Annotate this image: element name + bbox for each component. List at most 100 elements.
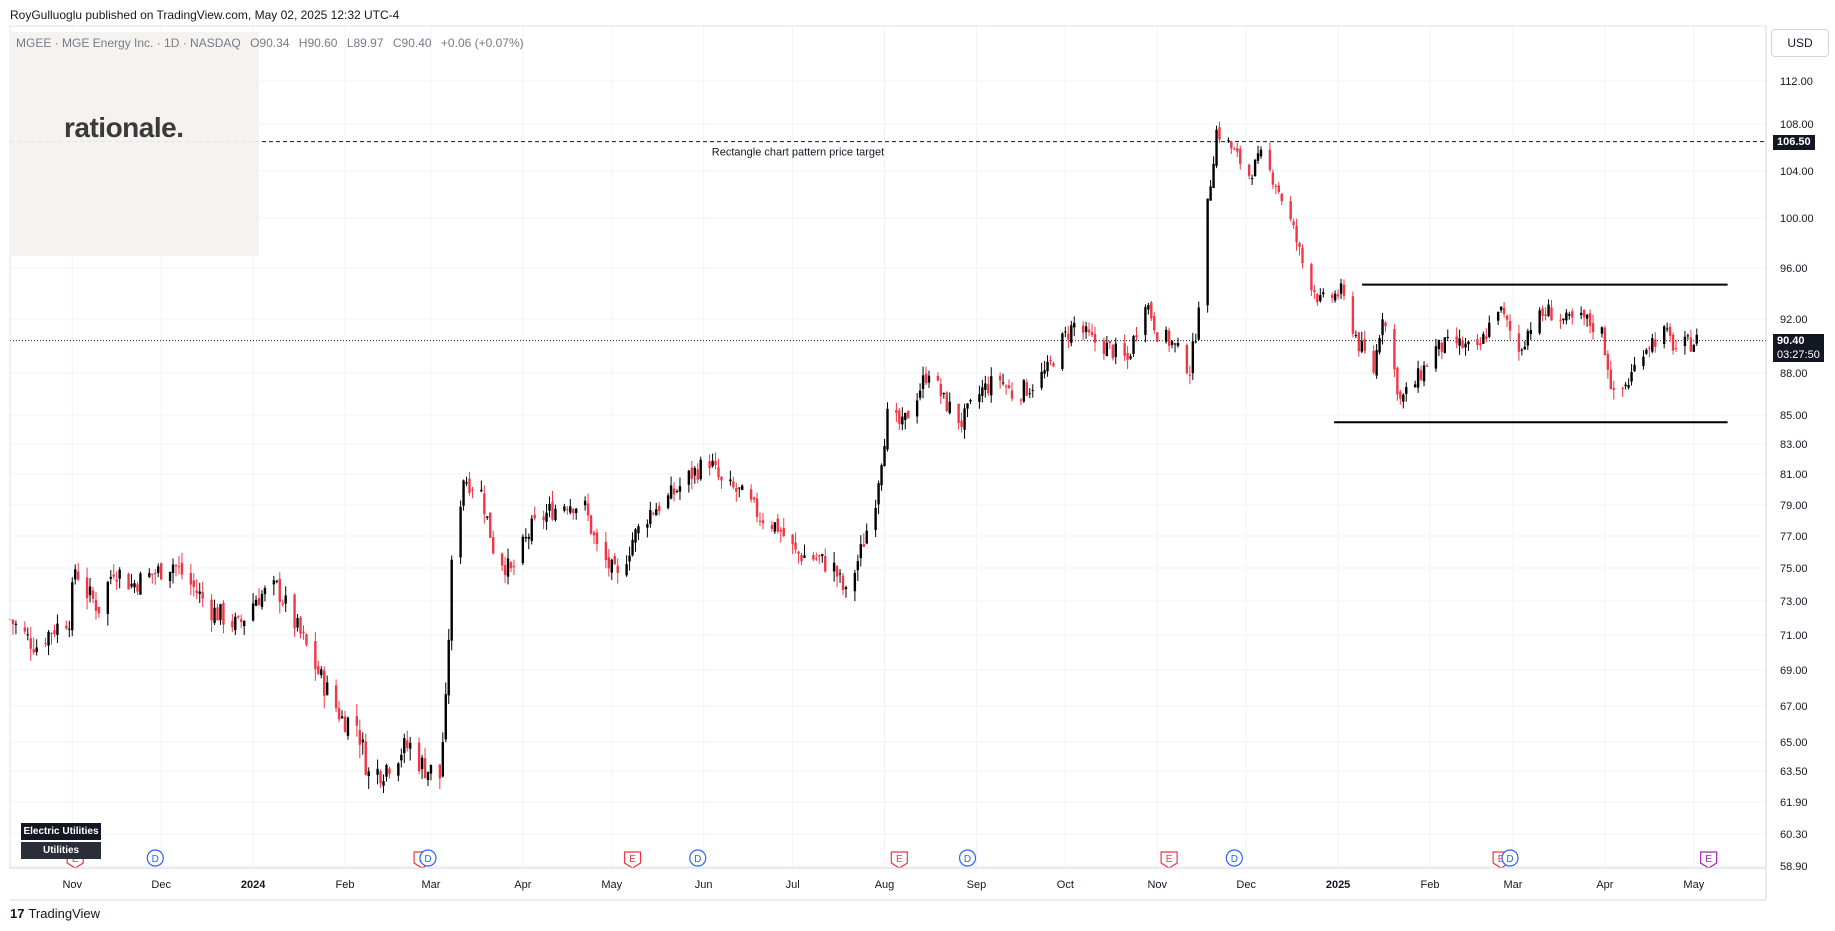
candle-body (157, 566, 160, 573)
candle-body (675, 491, 679, 493)
candle-body (500, 553, 504, 566)
candle-body (174, 565, 178, 567)
candle-body (575, 508, 578, 514)
candle-body (901, 416, 904, 425)
candle-body (886, 408, 889, 450)
sector-tag[interactable]: Electric Utilities (21, 823, 101, 840)
candle-body (483, 493, 486, 515)
candle-body (251, 603, 255, 621)
candle-body (189, 573, 193, 585)
candle-body (406, 740, 409, 749)
candle-body (1301, 247, 1304, 264)
candle-body (1298, 243, 1301, 247)
industry-tag[interactable]: Utilities (21, 842, 101, 859)
candle-body (216, 607, 219, 621)
candle-body (1544, 314, 1547, 317)
candle-body (1218, 127, 1221, 140)
candle-body (492, 537, 495, 554)
candle-body (770, 525, 774, 529)
candle-body (426, 771, 430, 780)
candle-body (1686, 335, 1690, 337)
candle-body (343, 716, 347, 733)
candle-body (803, 555, 806, 558)
candle-body (1259, 149, 1263, 157)
candle-body (652, 512, 655, 514)
candle-body (776, 518, 779, 532)
candle-body (669, 485, 673, 499)
candle-body (1357, 332, 1361, 352)
watermark-box (9, 32, 259, 256)
dividend-shape (419, 849, 437, 867)
x-tick-label: Dec (1236, 879, 1256, 891)
candle-body (85, 577, 89, 599)
symbol-legend: MGEE · MGE Energy Inc. · 1D · NASDAQ O90… (16, 36, 530, 50)
published-info: RoyGulluoglu published on TradingView.co… (10, 8, 400, 22)
candle-body (1651, 338, 1654, 352)
candle-body (1114, 343, 1117, 357)
marker-label: E (1166, 854, 1173, 865)
candle-body (429, 764, 433, 774)
tradingview-logo[interactable]: 17 TradingView (10, 906, 100, 921)
dividend-marker-icon: D (1501, 849, 1519, 867)
y-tick-label: 58.90 (1780, 861, 1808, 873)
candle-body (459, 506, 462, 558)
candle-body (417, 742, 421, 772)
y-tick-label: 108.00 (1780, 119, 1814, 131)
candle-body (862, 544, 865, 547)
candle-body (859, 544, 863, 559)
earnings-marker-icon: E (1160, 851, 1178, 869)
candle-body (1671, 334, 1675, 351)
candle-body (835, 566, 839, 577)
candle-body (1031, 390, 1034, 392)
candle-body (1565, 312, 1568, 321)
candle-body (1416, 368, 1420, 388)
candle-body (628, 555, 631, 562)
candle-body (361, 739, 364, 743)
candle-body (1668, 326, 1672, 336)
candle-body (462, 480, 465, 506)
candle-body (1239, 148, 1242, 164)
candle-body (1256, 153, 1260, 161)
candle-body (1247, 164, 1251, 176)
y-tick-label: 60.30 (1780, 829, 1808, 841)
candle-body (115, 579, 118, 582)
current-price-tag: 90.40 03:27:50 (1773, 333, 1824, 362)
candle-body (1627, 385, 1630, 388)
symbol-name: MGEE · MGE Energy Inc. · 1D · NASDAQ (16, 36, 241, 50)
candle-body (397, 763, 400, 776)
candle-body (471, 489, 474, 491)
candle-body (420, 757, 424, 770)
currency-selector[interactable]: USD (1771, 29, 1829, 57)
candle-body (1419, 370, 1423, 380)
candle-body (509, 562, 513, 569)
candle-body (320, 669, 323, 676)
candle-body (293, 594, 296, 629)
candle-body (263, 588, 267, 595)
candle-body (874, 507, 877, 531)
candle-body (1132, 335, 1135, 355)
candle-body (583, 500, 587, 506)
candle-body (1313, 289, 1316, 292)
candle-body (545, 512, 548, 522)
candle-body (1064, 331, 1067, 333)
candle-body (530, 518, 533, 541)
dividend-shape (1501, 849, 1519, 867)
candle-body (1040, 371, 1043, 388)
candle-body (29, 638, 32, 649)
candle-body (1007, 385, 1011, 389)
candle-body (1588, 313, 1592, 326)
candle-body (1111, 344, 1114, 359)
candle-body (1683, 336, 1687, 347)
candle-body (14, 623, 18, 625)
y-tick-label: 112.00 (1780, 76, 1813, 88)
candle-body (1087, 329, 1091, 333)
x-tick-label: Mar (1504, 879, 1523, 891)
candle-body (1185, 345, 1189, 374)
candle-body (1170, 341, 1174, 345)
candle-body (1585, 314, 1589, 319)
candle-body (133, 583, 136, 588)
candle-body (610, 559, 613, 573)
current-price-label: 90.40 (1777, 334, 1805, 347)
